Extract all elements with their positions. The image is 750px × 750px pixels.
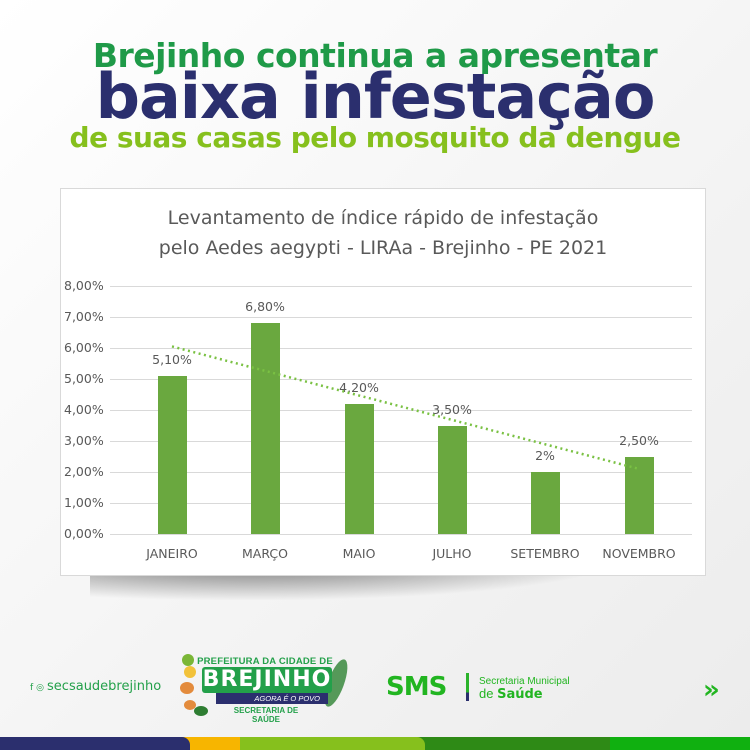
gridline — [110, 379, 692, 380]
x-axis-label: JANEIRO — [146, 546, 198, 561]
gridline — [110, 317, 692, 318]
bar-value-label: 3,50% — [432, 401, 472, 417]
bar — [437, 425, 467, 534]
x-axis-label: JULHO — [432, 546, 472, 561]
brejinho-logo: PREFEITURA DA CIDADE DE BREJINHO AGORA É… — [176, 652, 353, 728]
gridline — [110, 534, 692, 535]
flower-decoration — [184, 666, 196, 678]
sms-line2-prefix: de — [479, 686, 498, 701]
logo-name: BREJINHO — [202, 667, 332, 693]
x-axis-label: NOVEMBRO — [602, 546, 676, 561]
bar-value-label: 2% — [535, 448, 555, 463]
logo-top-text: PREFEITURA DA CIDADE DE — [197, 656, 333, 667]
y-axis-tick: 8,00% — [64, 278, 104, 293]
bar-value-label: 2,50% — [619, 432, 659, 448]
bar-value-label: 4,20% — [339, 379, 379, 395]
leaf-decoration — [194, 706, 208, 716]
logo-slogan: AGORA É O POVO — [216, 693, 328, 704]
flower-decoration — [182, 654, 194, 666]
bar — [250, 323, 280, 534]
y-axis-tick: 0,00% — [64, 526, 104, 541]
band-darkgreen — [410, 737, 610, 750]
bar-value-label: 6,80% — [245, 299, 285, 315]
y-axis-tick: 4,00% — [64, 402, 104, 417]
footer-color-bands — [0, 737, 750, 750]
band-navy — [0, 737, 190, 750]
x-axis-label: MARÇO — [242, 546, 288, 561]
y-axis-tick: 5,00% — [64, 371, 104, 386]
y-axis-tick: 2,00% — [64, 464, 104, 479]
sms-line2: de Saúde — [479, 686, 543, 702]
gridline — [110, 503, 692, 504]
sms-line2-bold: Saúde — [497, 687, 543, 702]
sms-acronym: SMS — [386, 672, 447, 702]
instagram-icon: ◎ — [36, 683, 45, 693]
logo-sub1: SECRETARIA DE — [233, 706, 299, 715]
next-arrow-icon[interactable]: » — [703, 675, 720, 705]
headline-line3: de suas casas pelo mosquito da dengue — [69, 121, 681, 154]
x-axis-label: SETEMBRO — [510, 546, 580, 561]
sms-divider — [466, 673, 469, 701]
chart-title-line2: pelo Aedes aegypti - LIRAa - Brejinho - … — [158, 237, 608, 259]
social-handle[interactable]: f ◎ secsaudebrejinho — [30, 679, 161, 694]
y-axis-tick: 3,00% — [64, 433, 104, 448]
bar-value-label: 5,10% — [152, 351, 192, 367]
gridline — [110, 286, 692, 287]
gridline — [110, 348, 692, 349]
y-axis-tick: 6,00% — [64, 340, 104, 355]
bar — [624, 456, 654, 534]
band-lime — [225, 737, 425, 750]
flower-decoration — [184, 700, 196, 710]
headline-line1: Brejinho continua a apresentar — [92, 36, 658, 75]
headline-line2: baixa infestação — [95, 60, 656, 133]
logo-secretaria: SECRETARIA DE SAÚDE — [216, 706, 316, 724]
y-axis-tick: 7,00% — [64, 309, 104, 324]
bar — [157, 375, 187, 534]
bar — [530, 472, 560, 534]
logo-sub2: SAÚDE — [251, 715, 280, 724]
social-handle-text: secsaudebrejinho — [47, 679, 162, 694]
bar — [344, 403, 374, 534]
gridline — [110, 410, 692, 411]
gridline — [110, 472, 692, 473]
band-green — [565, 737, 750, 750]
chart-title-line1: Levantamento de índice rápido de infesta… — [167, 207, 599, 229]
flower-decoration — [180, 682, 194, 694]
y-axis-tick: 1,00% — [64, 495, 104, 510]
facebook-icon: f — [30, 683, 34, 693]
x-axis-label: MAIO — [342, 546, 376, 561]
sms-line1: Secretaria Municipal — [479, 676, 570, 687]
chart-title: Levantamento de índice rápido de infesta… — [61, 203, 705, 263]
